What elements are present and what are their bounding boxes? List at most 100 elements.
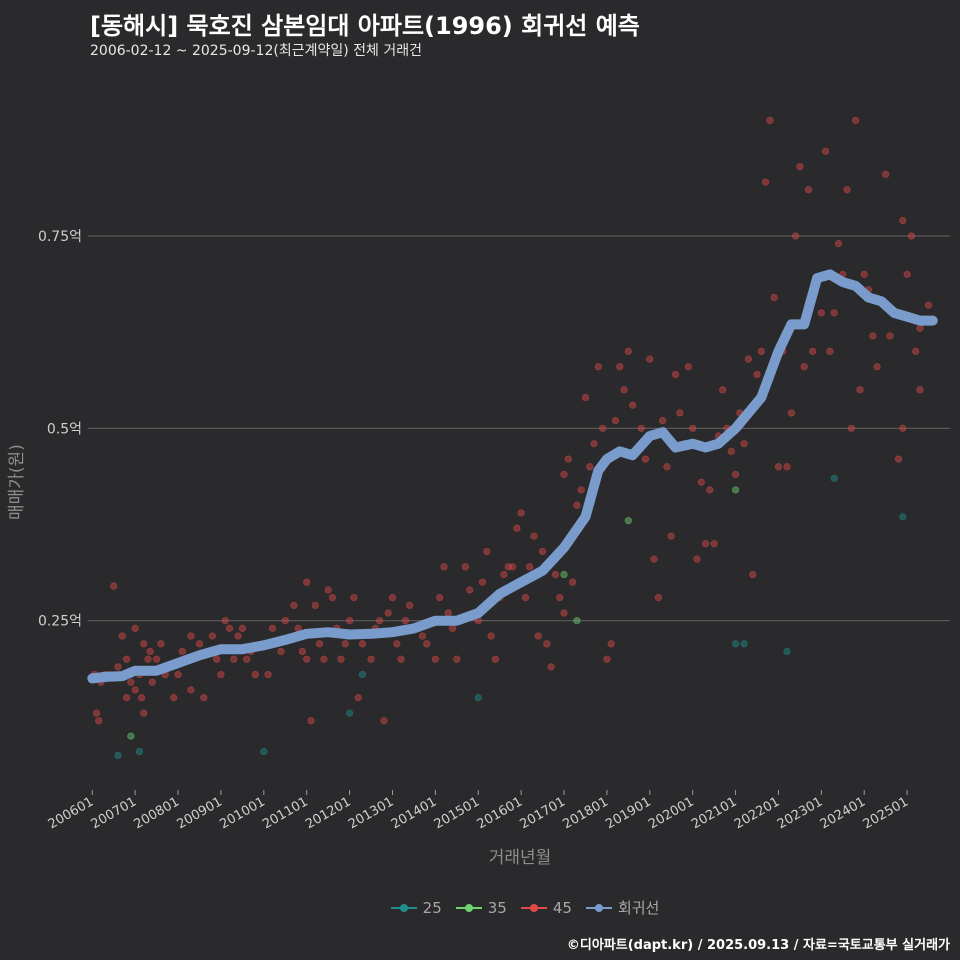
data-point-45 — [899, 216, 907, 225]
legend-item-25[interactable]: 25 — [390, 897, 442, 918]
data-point-25 — [358, 670, 367, 679]
data-point-25 — [783, 647, 791, 656]
data-point-45 — [277, 647, 285, 656]
data-point-25 — [346, 709, 354, 717]
data-point-45 — [719, 386, 727, 394]
data-point-45 — [513, 524, 521, 532]
legend-label-45: 45 — [552, 898, 572, 917]
data-point-45 — [697, 478, 705, 486]
data-point-45 — [303, 655, 311, 663]
x-tick-label: 201601 — [475, 794, 525, 832]
data-point-45 — [213, 655, 221, 663]
data-point-45 — [320, 655, 328, 663]
data-point-45 — [787, 409, 795, 417]
scatter-points — [90, 116, 933, 759]
data-point-45 — [354, 694, 362, 702]
data-point-45 — [401, 617, 409, 625]
data-point-45 — [534, 632, 542, 640]
data-point-45 — [178, 647, 186, 656]
data-point-45 — [924, 301, 933, 309]
data-point-45 — [517, 509, 525, 517]
data-point-45 — [478, 578, 487, 586]
data-point-45 — [689, 424, 697, 432]
data-point-45 — [122, 694, 131, 702]
data-point-25 — [899, 513, 907, 521]
data-point-25 — [474, 694, 482, 702]
data-point-45 — [912, 347, 920, 355]
data-point-45 — [225, 624, 234, 632]
x-tick-label: 201201 — [303, 794, 353, 832]
legend-item-regression[interactable]: 회귀선 — [585, 897, 659, 918]
data-point-45 — [148, 678, 156, 686]
data-point-45 — [560, 470, 568, 479]
data-point-45 — [701, 540, 710, 548]
data-point-45 — [341, 640, 349, 648]
grid-lines — [88, 235, 950, 622]
data-point-45 — [131, 686, 139, 694]
data-point-45 — [607, 640, 615, 648]
data-point-45 — [569, 578, 577, 586]
x-tick-label: 201801 — [560, 794, 610, 832]
data-point-45 — [466, 586, 474, 594]
data-point-45 — [92, 709, 101, 717]
data-point-45 — [731, 470, 740, 479]
data-point-45 — [774, 463, 783, 471]
data-point-45 — [564, 455, 572, 463]
x-tick-label: 200801 — [132, 794, 182, 832]
data-point-45 — [577, 486, 585, 494]
legend-item-35[interactable]: 35 — [455, 897, 507, 918]
data-point-45 — [230, 655, 238, 663]
data-point-45 — [650, 555, 658, 563]
data-point-45 — [376, 617, 384, 625]
chart-subtitle: 2006-02-12 ~ 2025-09-12(최근계약일) 전체 거래건 — [90, 43, 422, 59]
x-tick-label: 200901 — [174, 794, 224, 832]
data-point-45 — [637, 424, 645, 432]
data-point-45 — [350, 594, 358, 602]
data-point-35 — [127, 732, 135, 740]
data-point-45 — [110, 582, 118, 590]
data-point-45 — [590, 440, 598, 448]
data-point-45 — [843, 186, 851, 194]
x-tick-label: 202301 — [775, 794, 825, 832]
legend-label-25: 25 — [422, 898, 442, 917]
data-point-45 — [195, 640, 204, 648]
x-tick-label: 201401 — [389, 794, 439, 832]
data-point-45 — [693, 555, 701, 563]
data-point-45 — [834, 240, 843, 248]
data-point-45 — [753, 370, 761, 379]
legend-key-35 — [455, 902, 482, 914]
data-point-45 — [796, 163, 804, 171]
data-point-45 — [761, 178, 770, 186]
data-point-45 — [307, 717, 315, 725]
data-point-45 — [440, 563, 448, 571]
data-point-45 — [551, 570, 560, 579]
data-point-45 — [384, 609, 392, 617]
chart-title: [동해시] 묵호진 삼본임대 아파트(1996) 회귀선 예측 — [90, 12, 640, 40]
x-tick-label: 202401 — [818, 794, 868, 832]
x-tick-label: 202501 — [861, 794, 911, 832]
data-point-45 — [706, 486, 714, 494]
x-tick-label: 201101 — [260, 794, 310, 832]
data-point-45 — [757, 347, 765, 355]
data-point-25 — [114, 751, 122, 759]
data-point-45 — [676, 409, 684, 417]
data-point-45 — [727, 447, 735, 455]
data-point-45 — [491, 655, 500, 663]
data-point-45 — [641, 455, 650, 463]
data-point-45 — [573, 501, 581, 509]
data-point-35 — [731, 486, 740, 494]
data-point-45 — [500, 570, 508, 579]
data-point-45 — [251, 670, 259, 679]
data-point-45 — [886, 332, 894, 340]
data-point-45 — [766, 116, 774, 125]
data-point-45 — [243, 655, 251, 663]
legend: 25 35 45 회귀선 — [0, 897, 960, 918]
data-point-45 — [903, 270, 911, 278]
data-point-45 — [809, 347, 817, 355]
data-point-45 — [783, 463, 791, 471]
data-point-45 — [710, 540, 718, 548]
data-point-45 — [131, 624, 139, 632]
legend-item-45[interactable]: 45 — [520, 897, 572, 918]
data-point-45 — [144, 655, 152, 663]
data-point-45 — [744, 355, 753, 363]
